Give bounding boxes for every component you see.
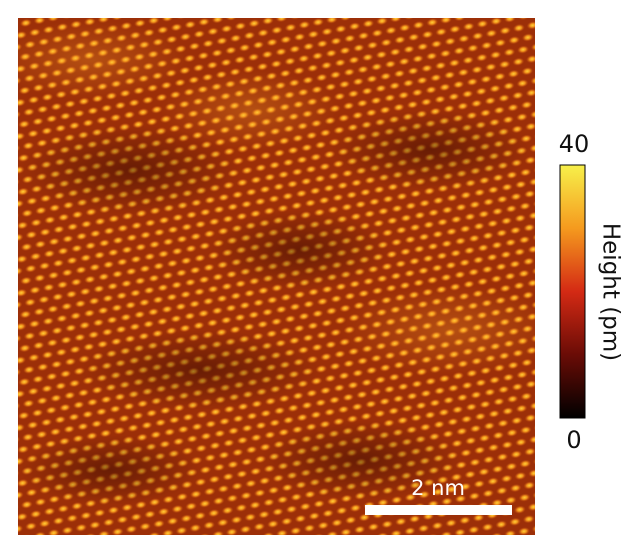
scale-bar [365,505,512,515]
scale-bar-label: 2 nm [411,476,465,500]
colorbar-max: 40 [559,130,590,158]
colorbar-min: 0 [566,426,581,454]
colorbar-label: Height (pm) [598,223,624,361]
colorbar [559,164,586,419]
stm-image [18,18,535,535]
